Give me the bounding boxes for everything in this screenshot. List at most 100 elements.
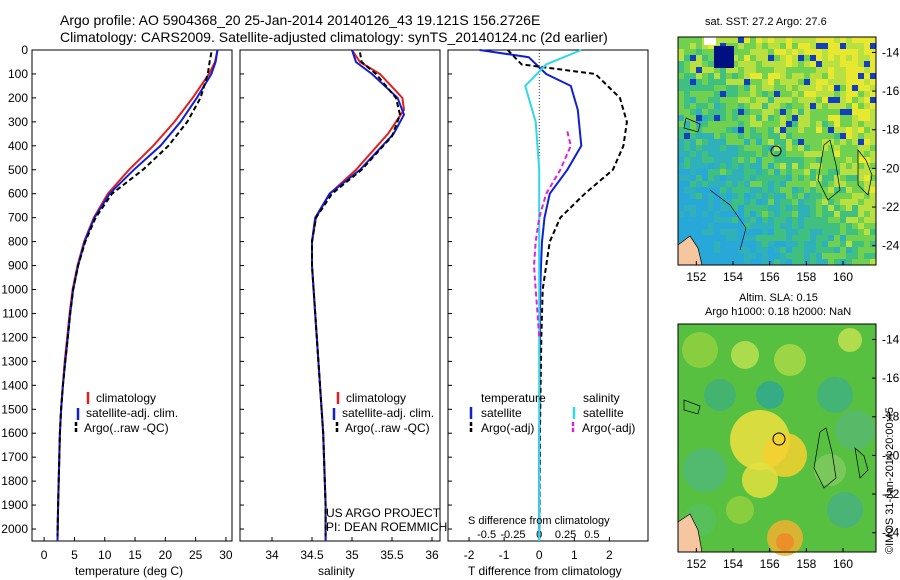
sst-cell	[834, 55, 840, 61]
sst-cell	[714, 229, 720, 235]
sst-cell	[678, 55, 684, 61]
sst-cell	[732, 85, 738, 91]
sst-cell	[864, 247, 870, 253]
sst-cell	[714, 85, 720, 91]
sst-cell	[744, 151, 750, 157]
sst-cell	[756, 145, 762, 151]
sst-cell	[738, 217, 744, 223]
sst-cell	[810, 175, 816, 181]
sst-cell	[696, 73, 702, 79]
sst-cell	[768, 163, 774, 169]
sst-cell	[786, 133, 792, 139]
sst-cell	[804, 259, 810, 265]
sst-cell	[774, 109, 780, 115]
sst-cell	[858, 229, 864, 235]
series-line-climatology	[56, 49, 219, 542]
sst-cell	[864, 259, 870, 265]
depth-tick-label: 100	[8, 67, 28, 81]
sst-cell	[804, 217, 810, 223]
sst-cell	[804, 73, 810, 79]
x-tick-label: 0	[536, 548, 543, 562]
sst-cell	[750, 259, 756, 265]
sst-cell	[774, 79, 780, 85]
sst-cell	[708, 49, 714, 55]
sst-cell	[738, 229, 744, 235]
sst-cell	[684, 49, 690, 55]
sst-cell	[870, 199, 876, 205]
sst-cell	[864, 37, 870, 43]
sst-cell	[840, 115, 846, 121]
sst-cell	[852, 49, 858, 55]
sst-cell	[696, 181, 702, 187]
sla-anomaly-blob	[838, 328, 862, 352]
sst-cell	[714, 259, 720, 265]
sst-cell	[768, 73, 774, 79]
sst-cell	[792, 163, 798, 169]
sst-cell	[702, 193, 708, 199]
sst-cell	[768, 55, 774, 61]
sst-cell	[780, 67, 786, 73]
sst-cell	[852, 169, 858, 175]
sst-cell	[756, 181, 762, 187]
sst-cell	[822, 199, 828, 205]
sst-cell	[834, 139, 840, 145]
sst-cell	[690, 43, 696, 49]
sst-cell	[708, 229, 714, 235]
sst-cell	[696, 157, 702, 163]
sst-cell	[822, 103, 828, 109]
sst-cell	[774, 115, 780, 121]
sst-cell	[744, 67, 750, 73]
sst-cell	[822, 43, 828, 49]
sst-cell	[750, 247, 756, 253]
sst-cell	[792, 133, 798, 139]
sst-cell	[852, 223, 858, 229]
sst-cell	[840, 67, 846, 73]
sst-cell	[702, 211, 708, 217]
sst-cell	[696, 37, 702, 43]
sst-cell	[726, 229, 732, 235]
sst-cell	[870, 181, 876, 187]
sst-cell	[732, 181, 738, 187]
sst-cell	[750, 163, 756, 169]
sst-cell	[714, 133, 720, 139]
sst-cell	[834, 115, 840, 121]
sst-cell	[756, 157, 762, 163]
sst-cell	[726, 127, 732, 133]
series-line-temperature-satellite	[479, 49, 583, 541]
sst-cell	[840, 79, 846, 85]
sst-cell	[702, 229, 708, 235]
temperature-panel: 0100200300400500600700800900100011001200…	[1, 43, 233, 578]
sst-cell	[834, 151, 840, 157]
sst-cell	[822, 115, 828, 121]
sst-cell	[720, 151, 726, 157]
sst-cell	[846, 169, 852, 175]
sst-cell	[798, 235, 804, 241]
sst-cell	[846, 97, 852, 103]
sst-cell	[762, 73, 768, 79]
depth-tick-label: 800	[8, 235, 28, 249]
map-x-tick-label: 154	[723, 557, 743, 571]
sst-cell	[822, 223, 828, 229]
sst-cell	[852, 55, 858, 61]
sst-cell	[762, 253, 768, 259]
sst-cell	[798, 91, 804, 97]
sst-cell	[870, 187, 876, 193]
sst-cell	[822, 211, 828, 217]
sst-cell	[720, 199, 726, 205]
sst-cell	[834, 223, 840, 229]
sst-cell	[840, 193, 846, 199]
sst-cell	[834, 49, 840, 55]
sst-cell	[822, 121, 828, 127]
sst-cell	[762, 67, 768, 73]
sst-cell	[852, 109, 858, 115]
sst-cell	[750, 175, 756, 181]
sst-cell	[714, 235, 720, 241]
sst-cell	[684, 73, 690, 79]
sst-cell	[774, 127, 780, 133]
sst-cell	[798, 199, 804, 205]
sst-cell	[852, 193, 858, 199]
sst-cell	[732, 175, 738, 181]
sst-cell	[738, 55, 744, 61]
map-y-tick-label: -20	[882, 161, 900, 175]
sst-cell	[708, 247, 714, 253]
